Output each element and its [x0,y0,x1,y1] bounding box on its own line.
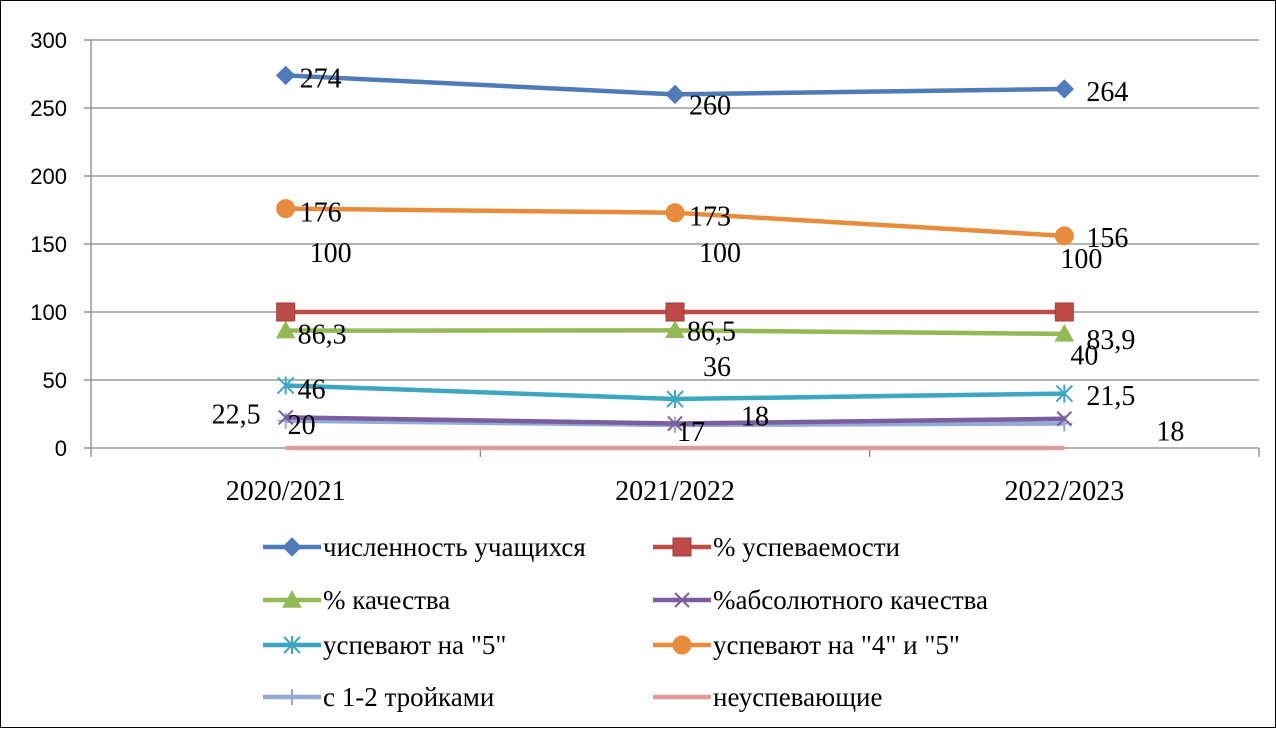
data-label: 86,5 [687,316,736,347]
marker-stroke [667,415,683,432]
data-label: 260 [689,90,731,121]
x-tick-label: 2021/2022 [615,476,735,507]
series-2 [275,320,1075,342]
data-point-marker [1054,323,1075,342]
legend-label: с 1-2 тройками [323,682,494,712]
legend-item: успевают на "4" и "5" [653,630,960,660]
legend: численность учащихся % успеваемости % каче… [263,532,988,712]
data-point-marker [666,390,684,409]
data-label: 18 [741,402,769,433]
data-label: 173 [689,202,731,233]
legend-label: %абсолютного качества [713,585,988,615]
data-label: 176 [300,198,342,229]
legend-item: численность учащихся [263,532,586,562]
legend-item: неуспевающие [653,682,882,712]
data-label: 274 [300,63,342,94]
data-point-marker [276,376,295,395]
data-point-marker [282,537,302,557]
y-tick-label: 0 [55,436,67,461]
data-label: 36 [703,352,731,383]
data-label: 156 [1086,223,1128,254]
data-labels: 20 17 18 22,5 18 21,5 46 36 40 86,3 86,5 83,9 100 100… [212,63,1185,448]
y-tick-label: 100 [30,300,67,325]
y-tick-label: 150 [30,232,67,257]
data-label: 22,5 [212,399,261,430]
legend-label: успевают на "4" и "5" [713,630,960,660]
data-point-marker [1055,384,1074,403]
data-point-marker [283,636,301,654]
data-label: 18 [1156,417,1184,448]
data-label: 100 [699,238,741,269]
data-label: 40 [1070,341,1098,372]
series-1 [276,302,1074,322]
data-point-marker [282,589,302,608]
data-point-marker [276,199,296,219]
data-point-marker [1054,302,1074,322]
data-point-marker [284,689,300,705]
y-tick-label: 50 [43,368,67,393]
series-0 [275,65,1075,105]
data-label: 17 [677,417,705,448]
legend-label: неуспевающие [713,682,882,712]
data-point-marker [276,302,296,322]
data-label: 21,5 [1086,381,1135,412]
series-5 [276,199,1074,246]
data-label: 46 [298,374,326,405]
marker-stroke [1056,411,1073,427]
series-lines [275,65,1075,451]
series-4 [276,376,1074,409]
data-point-marker [674,592,690,608]
data-point-marker [665,302,685,322]
x-tick-label: 2020/2021 [226,476,346,507]
data-label: 83,9 [1086,325,1135,356]
legend-label: % качества [323,585,450,615]
x-tick-label: 2022/2023 [1004,476,1124,507]
data-point-marker [1056,411,1073,427]
data-point-marker [665,320,685,339]
marker-stroke [674,592,690,608]
y-tick-label: 300 [30,28,67,53]
data-point-marker [667,415,683,432]
legend-label: численность учащихся [323,532,586,562]
series-3 [277,409,1073,432]
data-point-marker [277,412,294,429]
data-point-marker [275,320,296,339]
legend-label: успевают на "5" [323,630,506,660]
data-label: 264 [1086,77,1128,108]
data-label: 100 [310,238,352,269]
data-point-marker [665,203,685,223]
data-point-marker [672,537,692,557]
y-tick-label: 250 [30,96,67,121]
data-point-marker [277,409,294,426]
data-label: 86,3 [298,320,347,351]
legend-item: % качества [263,585,450,615]
data-point-marker [672,635,692,655]
data-label: 100 [1060,244,1102,275]
legend-item: %абсолютного качества [653,585,988,615]
legend-label: % успеваемости [713,532,900,562]
marker-stroke [277,409,294,426]
data-point-marker [275,65,296,86]
data-point-marker [665,84,685,105]
legend-item: с 1-2 тройками [263,682,494,712]
y-tick-label: 200 [30,164,67,189]
data-point-marker [1054,79,1075,99]
data-point-marker [1054,226,1074,246]
data-label: 20 [288,410,316,441]
legend-item: % успеваемости [653,532,900,562]
legend-item: успевают на "5" [263,630,506,660]
